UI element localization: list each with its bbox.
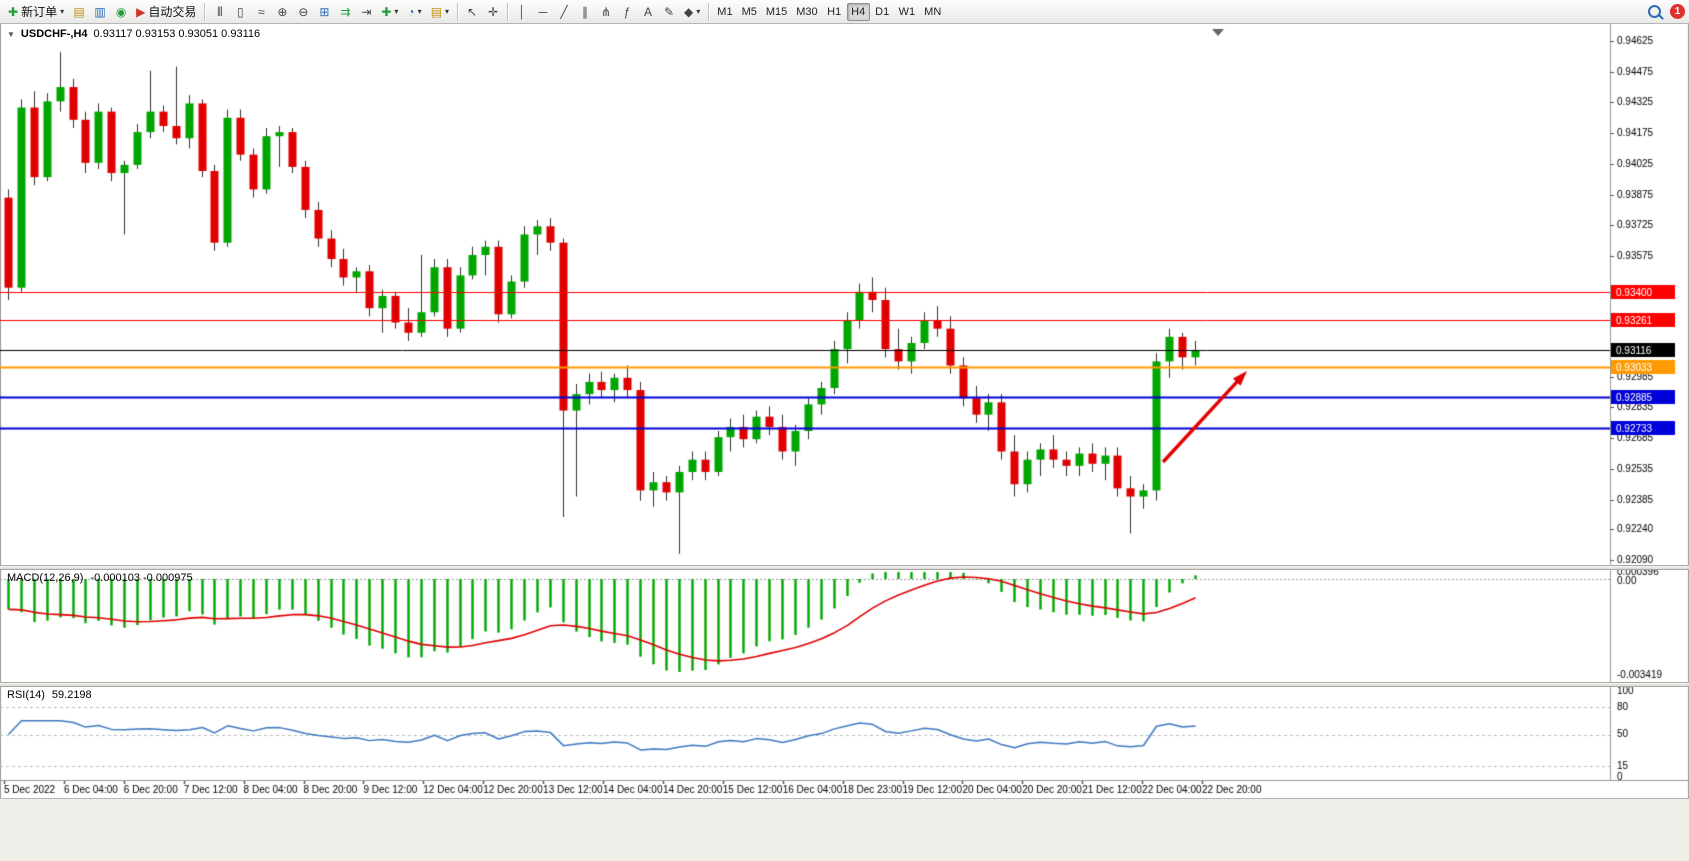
price-axis[interactable]: [1610, 24, 1689, 780]
indicators-caret-icon: ▾: [394, 7, 399, 16]
auto-trading-label: 自动交易: [148, 5, 197, 19]
vertical-line-button[interactable]: │: [512, 2, 532, 22]
vertical-line-icon: │: [518, 4, 526, 19]
notification-badge[interactable]: 1: [1670, 4, 1685, 19]
rsi-name: RSI(14): [7, 689, 45, 701]
timeframe-m30-button[interactable]: M30: [792, 3, 821, 21]
timeframe-d1-button[interactable]: D1: [871, 3, 894, 21]
market-watch-icon: ▤: [73, 4, 85, 19]
templates-button[interactable]: ▤ ▾: [427, 2, 453, 22]
indicators-icon: ✚: [381, 4, 392, 19]
new-order-label: 新订单: [21, 5, 58, 19]
chart-area: ▼ USDCHF-,H4 0.93117 0.93153 0.93051 0.9…: [0, 24, 1689, 798]
status-area: [0, 798, 1689, 861]
search-icon: [1648, 5, 1661, 18]
toolbar-separator: [507, 2, 509, 21]
auto-trading-button[interactable]: ▶ 自动交易: [132, 2, 200, 22]
navigator-button[interactable]: ◉: [111, 2, 131, 22]
shapes-button[interactable]: ◆ ▾: [680, 2, 704, 22]
timeframe-h4-button[interactable]: H4: [846, 2, 870, 21]
cursor-icon: ↖: [467, 4, 478, 19]
periods-caret-icon: ▾: [417, 7, 422, 16]
templates-caret-icon: ▾: [445, 7, 450, 16]
fibonacci-icon: ƒ: [623, 4, 631, 19]
template-icon: ▤: [430, 4, 443, 19]
indicators-button[interactable]: ✚ ▾: [377, 2, 402, 22]
new-order-icon: ✚: [8, 4, 19, 19]
timeframe-m1-button[interactable]: M1: [713, 3, 736, 21]
channel-button[interactable]: ∥: [575, 2, 595, 22]
auto-trading-icon: ▶: [136, 4, 146, 19]
candlestick-chart-icon: ▯: [237, 4, 244, 19]
timeframe-bar: M1 M5 M15 M30 H1 H4 D1 W1 MN: [713, 2, 945, 21]
text-label-button[interactable]: ✎: [659, 2, 679, 22]
horizontal-line-icon: ─: [538, 4, 548, 19]
bar-chart-icon: |||: [216, 5, 223, 17]
timeframe-m15-button[interactable]: M15: [762, 3, 791, 21]
splitter-macd-rsi[interactable]: [0, 682, 1689, 687]
auto-scroll-icon: ⇉: [340, 4, 351, 19]
chart-candlesticks-button[interactable]: ▯: [230, 2, 250, 22]
navigator-icon: ◉: [115, 4, 127, 19]
timeframe-mn-button[interactable]: MN: [920, 3, 945, 21]
pitchfork-icon: ⋔: [601, 4, 612, 19]
text-label-icon: ✎: [664, 4, 675, 19]
channel-icon: ∥: [582, 4, 589, 19]
market-watch-button[interactable]: ▤: [69, 2, 89, 22]
crosshair-button[interactable]: ✛: [483, 2, 503, 22]
fibonacci-button[interactable]: ƒ: [617, 2, 637, 22]
text-icon: A: [644, 4, 653, 19]
timeframe-w1-button[interactable]: W1: [895, 3, 920, 21]
zoom-in-button[interactable]: ⊕: [272, 2, 292, 22]
zoom-in-icon: ⊕: [277, 4, 288, 19]
symbol-dropdown-icon: ▼: [7, 29, 15, 39]
toolbar-separator: [204, 2, 206, 21]
main-toolbar: ✚ 新订单 ▾ ▤ ▥ ◉ ▶ 自动交易 ||| ▯ ≈ ⊕ ⊖ ⊞ ⇉ ⇥ ✚…: [0, 0, 1689, 24]
macd-values: -0.000103 -0.000975: [90, 572, 193, 584]
chart-bars-button[interactable]: |||: [209, 2, 229, 22]
new-order-button[interactable]: ✚ 新订单 ▾: [4, 2, 68, 22]
timeframe-h1-button[interactable]: H1: [823, 3, 846, 21]
crosshair-icon: ✛: [488, 4, 499, 19]
shapes-icon: ◆: [684, 4, 694, 19]
chart-canvas[interactable]: [0, 24, 1689, 798]
chart-shift-icon: ⇥: [361, 4, 372, 19]
zoom-out-button[interactable]: ⊖: [293, 2, 313, 22]
symbol-period-label: USDCHF-,H4: [20, 28, 88, 40]
shapes-caret-icon: ▾: [696, 7, 701, 16]
trendline-icon: ╱: [560, 4, 568, 19]
new-order-caret-icon: ▾: [60, 7, 65, 16]
chart-line-button[interactable]: ≈: [251, 2, 271, 22]
rsi-label: RSI(14) 59.2198: [7, 689, 92, 701]
pitchfork-button[interactable]: ⋔: [596, 2, 616, 22]
tile-windows-icon: ⊞: [319, 4, 330, 19]
macd-name: MACD(12,26,9): [7, 572, 84, 584]
cursor-button[interactable]: ↖: [462, 2, 482, 22]
timeframe-m5-button[interactable]: M5: [738, 3, 761, 21]
search-button[interactable]: [1644, 2, 1665, 22]
chart-title: ▼ USDCHF-,H4 0.93117 0.93153 0.93051 0.9…: [7, 28, 260, 40]
chart-shift-button[interactable]: ⇥: [356, 2, 376, 22]
data-window-icon: ▥: [94, 4, 106, 19]
line-chart-icon: ≈: [258, 4, 265, 19]
clock-icon: ◔: [407, 4, 415, 19]
macd-label: MACD(12,26,9) -0.000103 -0.000975: [7, 572, 193, 584]
toolbar-separator: [708, 2, 710, 21]
data-window-button[interactable]: ▥: [90, 2, 110, 22]
rsi-value: 59.2198: [51, 689, 92, 701]
splitter-main-macd[interactable]: [0, 565, 1689, 570]
text-button[interactable]: A: [638, 2, 658, 22]
horizontal-line-button[interactable]: ─: [533, 2, 553, 22]
periods-button[interactable]: ◔ ▾: [403, 2, 425, 22]
zoom-out-icon: ⊖: [298, 4, 309, 19]
ohlc-values: 0.93117 0.93153 0.93051 0.93116: [93, 28, 261, 40]
auto-scroll-button[interactable]: ⇉: [335, 2, 355, 22]
time-axis[interactable]: [0, 779, 1610, 798]
tile-windows-button[interactable]: ⊞: [314, 2, 334, 22]
trendline-button[interactable]: ╱: [554, 2, 574, 22]
toolbar-separator: [457, 2, 459, 21]
